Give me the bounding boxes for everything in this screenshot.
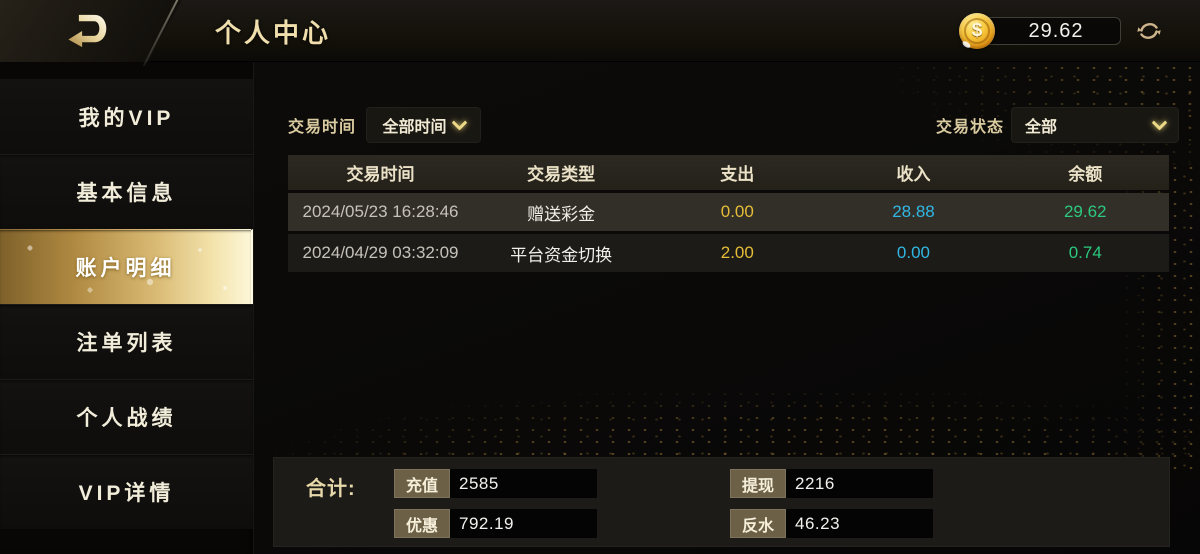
cell-income: 0.00 [896,243,931,262]
sidebar-item-label: 基本信息 [76,182,177,205]
cell-time: 2024/05/23 16:28:46 [302,202,459,221]
logo-panel [0,0,182,62]
summary-value: 792.19 [450,509,597,538]
table-header-row: 交易时间 交易类型 支出 收入 余额 [288,155,1169,190]
column-header-income: 收入 [896,165,931,184]
transaction-time-dropdown-value: 全部时间 [382,119,447,136]
summary-label: 反水 [730,509,786,538]
sidebar-item-label: 个人战绩 [76,407,177,430]
chevron-down-icon [1151,114,1168,130]
top-bar: 个人中心 $ 29.62 [0,0,1200,67]
totals-title: 合计: [306,478,356,500]
balance-value: 29.62 [1028,19,1084,42]
refresh-balance-button[interactable] [1133,15,1165,47]
page-title: 个人中心 [215,17,332,48]
sidebar-item-label: 我的VIP [78,106,175,130]
sidebar-item-vip-details[interactable]: VIP详情 [0,454,253,529]
totals-summary-panel: 合计: 充值 2585 优惠 792.19 提现 2216 反水 46.23 [273,457,1170,547]
gold-coin-icon: $ [959,13,995,49]
summary-value: 2585 [450,469,597,498]
cell-balance: 0.74 [1068,243,1102,262]
transaction-time-dropdown[interactable]: 全部时间 [366,107,481,143]
main-content: 交易时间 全部时间 交易状态 全部 交易时间 交易类型 支出 收入 余额 202… [253,62,1200,554]
transaction-status-dropdown-value: 全部 [1025,119,1058,136]
summary-field-rebate: 反水 46.23 [730,509,933,538]
sidebar-item-label: VIP详情 [78,482,175,505]
sidebar-item-account-details[interactable]: 账户明细 [0,229,253,304]
transaction-status-filter-label: 交易状态 [936,119,1005,136]
summary-value: 46.23 [786,509,933,538]
cell-type: 赠送彩金 [527,204,596,224]
column-header-type: 交易类型 [527,165,596,184]
cell-expense: 0.00 [720,202,754,221]
sidebar-item-label: 注单列表 [76,332,177,355]
sidebar-spacer [0,62,253,79]
refresh-icon [1137,23,1161,39]
sidebar-item-personal-record[interactable]: 个人战绩 [0,379,253,454]
summary-field-bonus: 优惠 792.19 [394,509,597,538]
chevron-down-icon [451,114,467,130]
sidebar-item-bet-list[interactable]: 注单列表 [0,304,253,379]
cell-time: 2024/04/29 03:32:09 [302,243,459,262]
particle-decoration [269,388,1200,456]
cell-expense: 2.00 [720,243,754,262]
table-row: 2024/05/23 16:28:46 赠送彩金 0.00 28.88 29.6… [288,193,1169,231]
summary-label: 提现 [730,469,786,498]
sidebar-item-basic-info[interactable]: 基本信息 [0,154,253,229]
column-header-expense: 支出 [720,165,755,184]
summary-field-deposit: 充值 2585 [394,469,597,498]
brand-logo-icon [68,14,107,48]
transactions-table: 交易时间 交易类型 支出 收入 余额 2024/05/23 16:28:46 赠… [288,155,1169,272]
transaction-time-filter-label: 交易时间 [288,119,357,136]
summary-value: 2216 [786,469,933,498]
summary-label: 充值 [394,469,450,498]
sidebar-item-label: 账户明细 [75,257,176,280]
summary-field-withdraw: 提现 2216 [730,469,933,498]
table-row: 2024/04/29 03:32:09 平台资金切换 2.00 0.00 0.7… [288,234,1169,272]
column-header-balance: 余额 [1068,165,1103,184]
balance-group: $ 29.62 [959,0,1165,62]
cell-type: 平台资金切换 [510,245,613,265]
sidebar-item-my-vip[interactable]: 我的VIP [0,79,253,154]
sidebar-nav: 我的VIP 基本信息 账户明细 注单列表 个人战绩 VIP详情 [0,62,253,554]
transaction-status-dropdown[interactable]: 全部 [1011,107,1179,143]
dollar-symbol: $ [971,20,983,41]
summary-label: 优惠 [394,509,450,538]
balance-display: 29.62 [981,17,1121,45]
cell-balance: 29.62 [1063,202,1107,221]
column-header-time: 交易时间 [346,165,415,184]
cell-income: 28.88 [892,202,935,221]
